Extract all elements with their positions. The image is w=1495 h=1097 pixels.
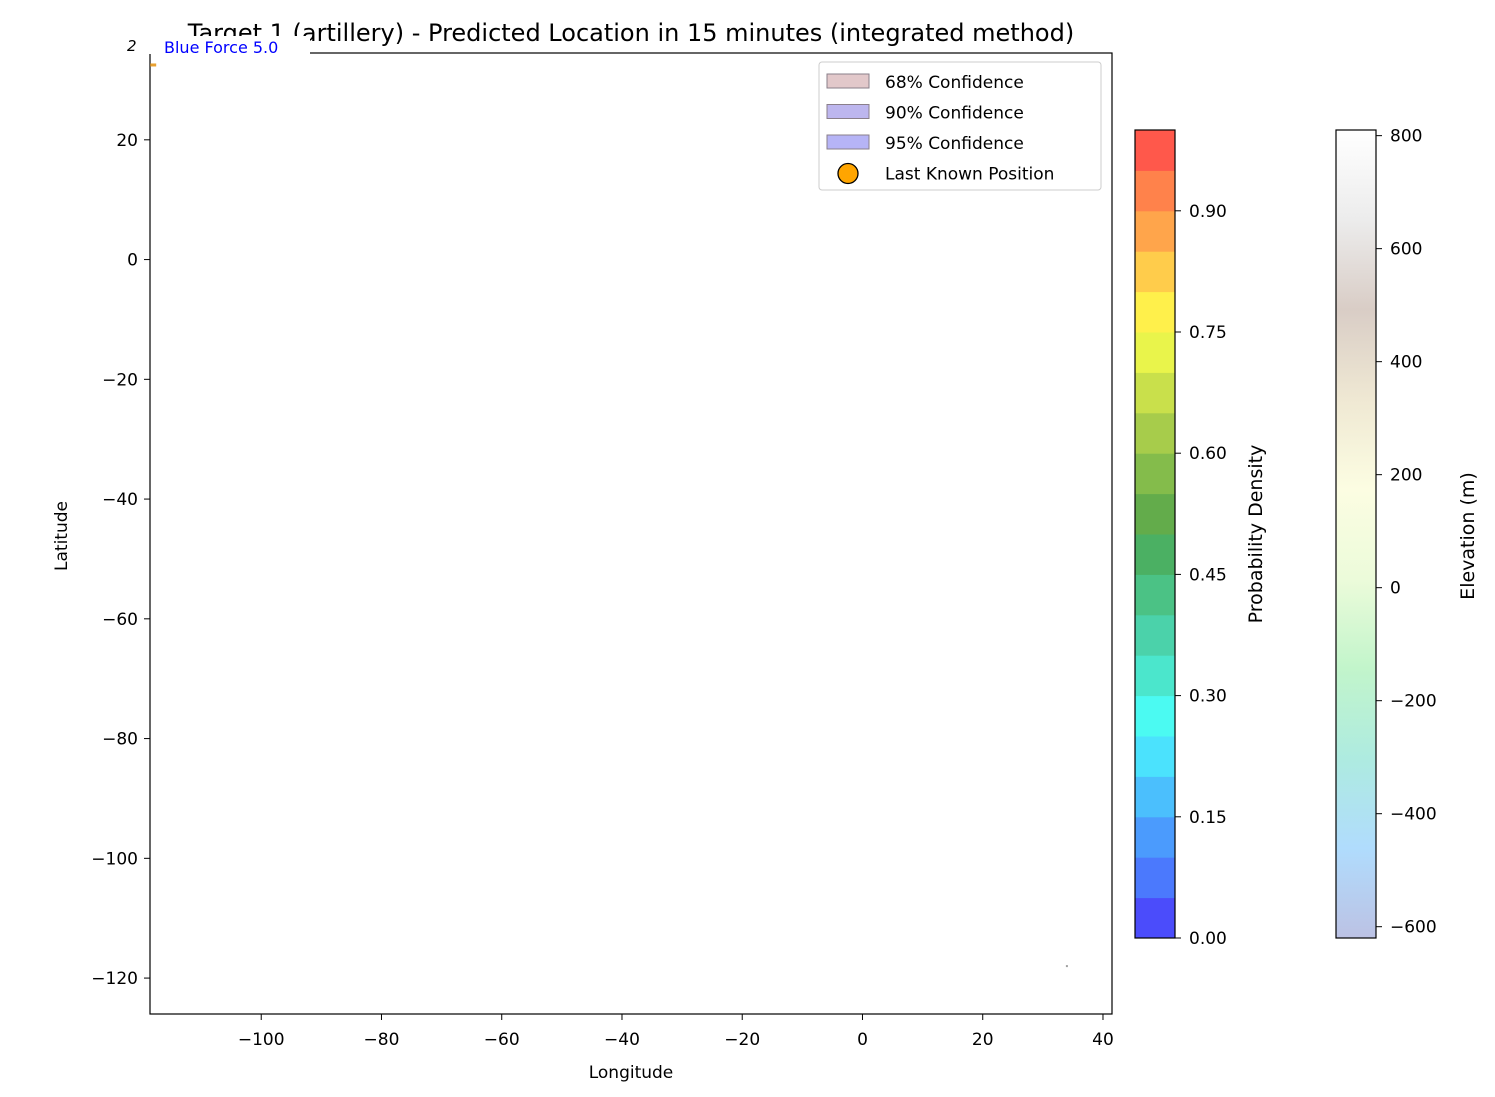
legend-marker: [837, 162, 859, 185]
colorbar-tick-label: 0.15: [1189, 808, 1227, 828]
colorbar-probability: 0.00 0.15 0.30 0.45 0.60 0.75 0.90 Probability …: [1134, 129, 1267, 949]
colorbar-tick-label: 0.75: [1189, 323, 1227, 343]
colorbar-band: [1135, 170, 1175, 212]
legend-label: 95% Confidence: [885, 134, 1024, 154]
x-tick-label: −60: [484, 1030, 520, 1050]
colorbar-band: [1135, 655, 1175, 697]
legend-swatch: [826, 134, 870, 150]
colorbar-tick-label: 0: [1390, 579, 1401, 599]
x-tick-label: −40: [604, 1030, 640, 1050]
colorbar-tick-label: 400: [1390, 353, 1422, 373]
colorbar-band: [1135, 857, 1175, 899]
colorbar-tick-label: 600: [1390, 240, 1422, 260]
colorbar-frame: [1134, 129, 1176, 939]
x-tick-label: 40: [1092, 1030, 1114, 1050]
colorbar-band: [1135, 614, 1175, 656]
legend-label: 90% Confidence: [885, 104, 1024, 124]
colorbar-tick-label: 200: [1390, 466, 1422, 486]
colorbar-tick-label: −600: [1390, 918, 1437, 938]
data-marks: Blue Force 5.0 2: [127, 36, 1068, 968]
colorbar-band: [1135, 332, 1175, 373]
colorbar-tick-label: 0.30: [1189, 687, 1227, 707]
legend-swatch: [826, 104, 870, 119]
annotation-box: [146, 36, 310, 54]
x-tick-label: 0: [857, 1030, 868, 1050]
plot-area: [149, 52, 1113, 1015]
x-tick-label: −20: [724, 1030, 760, 1050]
legend: 68% Confidence 90% Confidence 95% Confiden…: [818, 61, 1102, 191]
y-tick-label: −80: [102, 730, 138, 750]
colorbar-band: [1135, 897, 1175, 939]
colorbar-band: [1135, 291, 1175, 333]
colorbar-band: [1135, 372, 1175, 414]
colorbar-tick-label: 0.00: [1189, 929, 1227, 949]
colorbar-band: [1135, 412, 1175, 454]
plot-frame: [149, 52, 1113, 1015]
y-tick-label: −40: [102, 490, 138, 510]
x-tick-label: −100: [238, 1030, 285, 1050]
y-tick-label: 20: [116, 131, 138, 151]
colorbar-tick-label: −200: [1390, 692, 1437, 712]
y-tick-label: −20: [102, 370, 138, 390]
colorbar-label: Elevation (m): [1457, 472, 1479, 600]
y-axis: −120 −100 −80 −60 −40 −20 0 20: [91, 131, 150, 989]
colorbar-band: [1135, 534, 1175, 575]
colorbar-band: [1135, 493, 1175, 535]
y-tick-label: −60: [102, 610, 138, 630]
colorbar-band: [1135, 210, 1175, 252]
colorbar-band: [1135, 736, 1175, 777]
legend-swatch: [826, 73, 870, 89]
legend-label: Last Known Position: [885, 165, 1054, 185]
y-tick-label: −100: [91, 849, 138, 869]
colorbar-band: [1135, 776, 1175, 818]
colorbar-elevation: −600 −400 −200 0 200 400 600 800 Elevation (m): [1335, 127, 1479, 939]
colorbar-tick-label: 0.60: [1189, 444, 1227, 464]
x-axis-label: Longitude: [589, 1063, 674, 1083]
annotation-blue-force: Blue Force 5.0: [164, 38, 278, 57]
colorbar-label: Probability Density: [1245, 445, 1267, 624]
y-axis-label: Latitude: [52, 501, 72, 571]
colorbar-band: [1135, 695, 1175, 737]
chart-title: Target 1 (artillery) - Predicted Locatio…: [187, 19, 1074, 47]
colorbar-band: [1135, 574, 1175, 616]
colorbar-tick-label: 0.90: [1189, 202, 1227, 222]
colorbar-gradient: [1335, 129, 1377, 939]
legend-label: 68% Confidence: [885, 73, 1024, 93]
last-known-position-marker: [150, 63, 157, 67]
colorbar-tick-label: −400: [1390, 805, 1437, 825]
annotation-2: 2: [127, 37, 137, 55]
stray-mark: [1065, 965, 1068, 968]
colorbar-band: [1135, 130, 1175, 171]
colorbar-tick-label: 800: [1390, 127, 1422, 147]
legend-frame: [818, 61, 1102, 191]
y-tick-label: −120: [91, 969, 138, 989]
y-tick-label: 0: [127, 251, 138, 271]
colorbar-band: [1135, 251, 1175, 293]
colorbar-band: [1135, 453, 1175, 495]
colorbar-band: [1135, 816, 1175, 858]
x-tick-label: −80: [364, 1030, 400, 1050]
x-axis: −100 −80 −60 −40 −20 0 20 40: [238, 1014, 1114, 1050]
x-tick-label: 20: [972, 1030, 994, 1050]
colorbar-tick-label: 0.45: [1189, 565, 1227, 585]
